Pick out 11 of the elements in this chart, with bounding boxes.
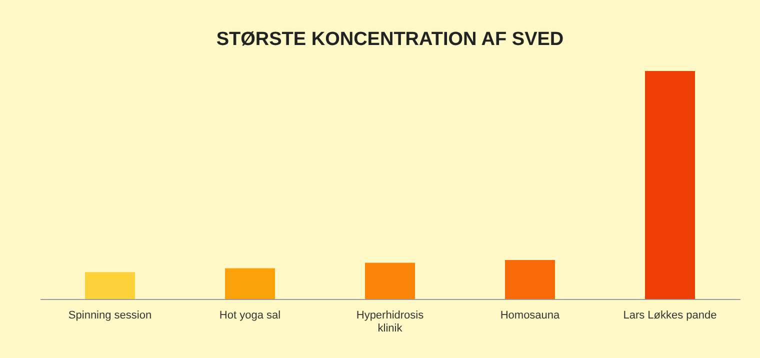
x-tick-label: Lars Løkkes pande: [623, 310, 717, 322]
x-tick-label: Spinning session: [68, 310, 152, 322]
bar: [505, 260, 555, 299]
bar: [365, 262, 415, 299]
bar: [645, 71, 695, 299]
x-tick-label: Homosauna: [500, 310, 561, 322]
chart-title: STØRSTE KONCENTRATION AF SVED: [216, 29, 564, 50]
bar: [85, 272, 135, 299]
x-tick-label: Hot yoga sal: [219, 310, 281, 322]
bar: [225, 268, 275, 299]
x-tick-label: Hyperhidrosis klinik: [356, 310, 424, 334]
